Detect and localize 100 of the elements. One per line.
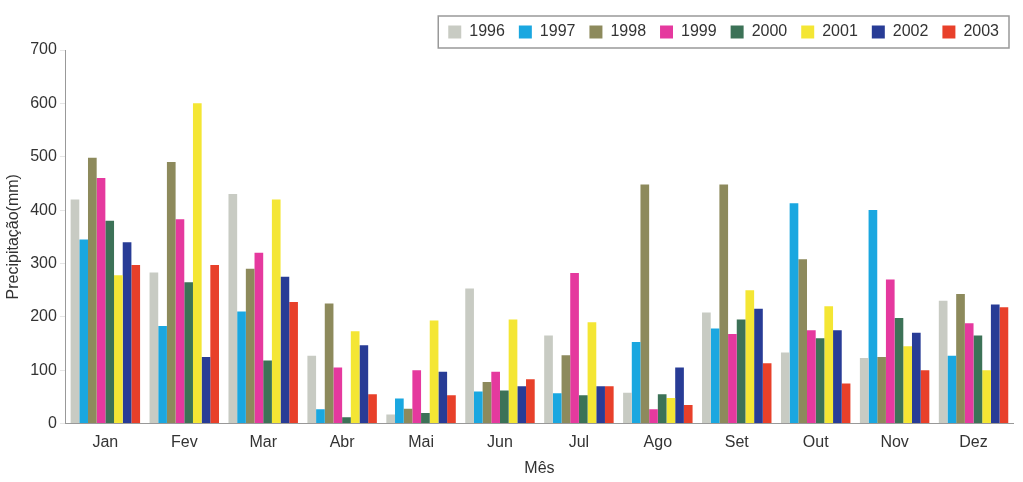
- bar: [640, 184, 650, 424]
- legend-label: 1996: [469, 22, 505, 40]
- bar: [131, 265, 141, 424]
- bar: [149, 272, 159, 424]
- bar: [517, 386, 527, 424]
- bar: [438, 371, 448, 424]
- bar: [499, 390, 509, 424]
- y-tick-label: 0: [47, 414, 57, 432]
- bar: [719, 184, 729, 424]
- bar: [324, 303, 334, 424]
- x-tick-label: Ago: [643, 432, 673, 450]
- bar: [762, 363, 772, 424]
- bar: [631, 341, 641, 424]
- bar: [570, 273, 579, 424]
- bar: [920, 370, 930, 424]
- bar: [885, 279, 895, 424]
- bar: [105, 220, 115, 424]
- bar: [833, 330, 842, 424]
- bar: [561, 355, 571, 424]
- bar: [386, 414, 396, 424]
- bar: [403, 408, 413, 424]
- bar: [70, 199, 80, 424]
- bar: [938, 300, 948, 424]
- bar: [237, 311, 246, 424]
- y-tick-label: 100: [30, 360, 57, 378]
- bar: [316, 409, 325, 424]
- bar: [710, 328, 720, 424]
- bar: [158, 325, 167, 424]
- bar: [526, 379, 535, 424]
- bar: [175, 219, 185, 424]
- bar: [421, 412, 430, 424]
- x-tick-label: Set: [724, 432, 750, 450]
- bar: [359, 345, 369, 424]
- bar: [482, 381, 492, 424]
- x-tick-label: Nov: [880, 432, 909, 450]
- bar: [911, 332, 921, 424]
- bar: [903, 346, 912, 424]
- y-tick-label: 300: [30, 253, 57, 271]
- bar: [824, 306, 834, 424]
- bar: [728, 333, 737, 424]
- bar: [245, 268, 255, 424]
- bar: [254, 252, 264, 424]
- bar: [754, 308, 763, 424]
- legend-label: 2003: [963, 22, 1000, 40]
- x-tick-label: Dez: [959, 432, 988, 450]
- bar: [544, 335, 553, 424]
- bar: [333, 367, 343, 424]
- legend-label: 2000: [751, 22, 788, 40]
- x-tick-label: Fev: [170, 432, 198, 450]
- bar: [649, 409, 658, 424]
- bar: [350, 331, 360, 424]
- y-tick-label: 200: [30, 307, 57, 325]
- bar: [956, 293, 965, 424]
- bar: [447, 395, 456, 424]
- bar: [780, 352, 790, 424]
- y-tick-label: 500: [30, 147, 57, 165]
- bar: [578, 395, 588, 424]
- bar: [307, 355, 317, 424]
- bar: [675, 367, 684, 424]
- bar: [789, 203, 799, 424]
- bar: [702, 312, 711, 424]
- bar: [289, 301, 298, 424]
- bar: [947, 355, 957, 424]
- bar: [263, 360, 272, 424]
- bar: [859, 357, 869, 424]
- bar: [623, 392, 632, 424]
- bar: [465, 288, 474, 424]
- bar: [395, 398, 404, 424]
- y-tick-label: 700: [30, 40, 57, 58]
- x-tick-label: Jul: [568, 432, 590, 450]
- bar: [429, 320, 439, 424]
- bar: [552, 393, 562, 424]
- bar: [587, 322, 597, 424]
- y-axis-title: Precipitação(mm): [4, 174, 22, 300]
- bar: [999, 307, 1009, 424]
- bar: [508, 319, 518, 424]
- x-tick-label: Mai: [408, 432, 434, 450]
- x-tick-label: Jan: [92, 432, 119, 450]
- bar: [807, 330, 816, 424]
- bar: [973, 335, 983, 424]
- legend-label: 1999: [681, 22, 717, 40]
- y-tick-label: 600: [30, 93, 57, 111]
- bar: [96, 178, 106, 424]
- bar: [122, 242, 132, 424]
- bar: [184, 282, 193, 424]
- bar: [666, 397, 676, 424]
- bar: [473, 391, 483, 424]
- bar: [210, 265, 220, 424]
- x-tick-label: Mar: [249, 432, 278, 450]
- legend-label: 1997: [539, 22, 576, 40]
- bar: [683, 404, 693, 424]
- x-tick-label: Jun: [487, 432, 513, 450]
- bar: [815, 338, 825, 424]
- x-tick-label: Abr: [329, 432, 356, 450]
- bar: [868, 210, 878, 424]
- bar: [79, 239, 88, 424]
- bar: [412, 370, 422, 424]
- bar: [368, 394, 377, 424]
- bar: [894, 317, 904, 424]
- bar: [271, 199, 281, 424]
